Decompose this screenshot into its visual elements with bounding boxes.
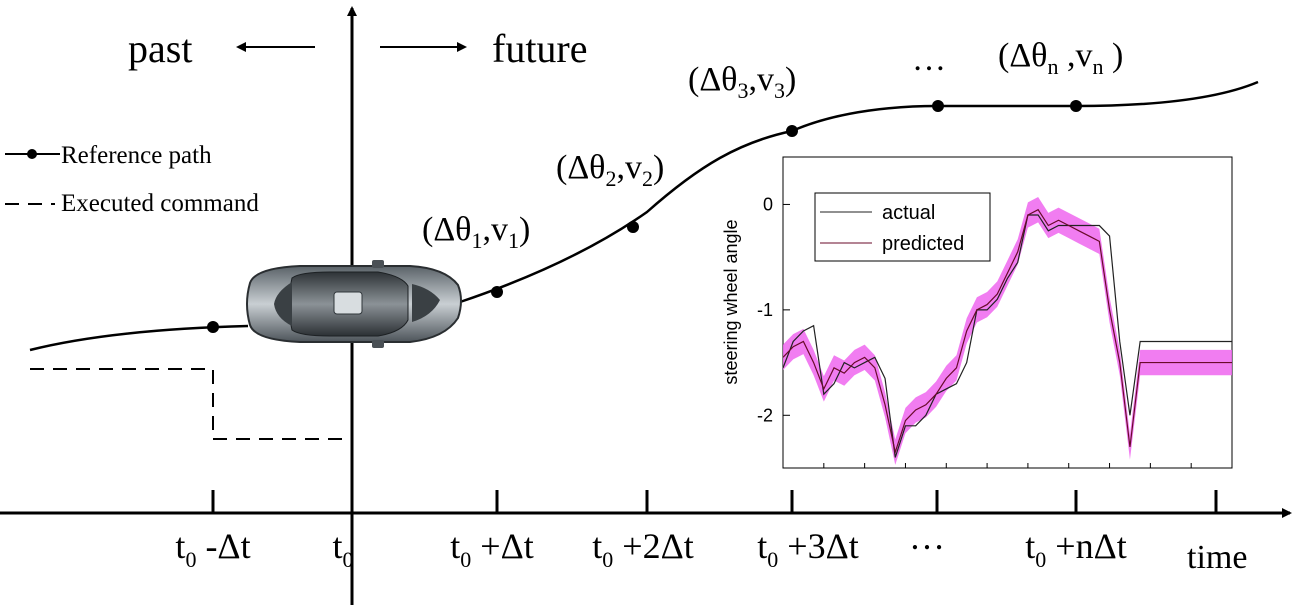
time-tick-label-5: …	[909, 517, 945, 557]
time-tick-label-1: t0	[332, 526, 353, 572]
path-point-label-4: (Δθn ,vn )	[998, 37, 1123, 79]
inset-y-axis-label: steering wheel angle	[721, 219, 741, 384]
legend-reference-label: Reference path	[61, 142, 212, 169]
series-line-actual	[782, 214, 1232, 458]
time-tick-label-2: t0 +Δt	[450, 526, 533, 572]
legend-reference-dot	[27, 149, 37, 159]
inset-chart: 0 -1 -2 steering wheel angle actual predic…	[721, 156, 1233, 469]
reference-path-past	[29, 324, 249, 352]
path-point-1	[491, 286, 503, 298]
path-point-label-0: (Δθ1,v1)	[422, 211, 530, 253]
inset-ytick-label-0: 0	[763, 194, 773, 214]
path-point-label-2: (Δθ3,v3)	[688, 61, 796, 103]
past-label: past	[128, 26, 192, 71]
inset-legend-box	[814, 192, 991, 262]
inset-ytick-label-1: -1	[757, 300, 773, 320]
time-tick-label-4: t0 +3Δt	[757, 526, 858, 572]
path-point-past	[207, 321, 219, 333]
time-axis-ticks	[211, 490, 1218, 513]
path-point-n	[1070, 100, 1082, 112]
time-tick-label-3: t0 +2Δt	[592, 526, 693, 572]
series-line-predicted	[782, 208, 1232, 455]
path-point-3	[786, 125, 798, 137]
path-point-2	[627, 221, 639, 233]
legend-actual-label: actual	[882, 202, 935, 224]
inset-legend: actual predicted	[814, 192, 991, 262]
future-label: future	[492, 26, 588, 71]
path-point-label-1: (Δθ2,v2)	[556, 149, 664, 191]
time-tick-label-6: t0 +nΔt	[1025, 526, 1126, 572]
legend-predicted-label: predicted	[882, 233, 964, 255]
car-image	[246, 260, 462, 348]
executed-command-path	[30, 368, 352, 440]
path-point-label-3: …	[912, 41, 946, 78]
legend-executed-label: Executed command	[61, 190, 259, 217]
inset-ytick-label-2: -2	[757, 405, 773, 425]
path-point-4	[932, 100, 944, 112]
time-tick-label-0: t0 -Δt	[175, 526, 250, 572]
time-axis-label: time	[1187, 539, 1247, 576]
